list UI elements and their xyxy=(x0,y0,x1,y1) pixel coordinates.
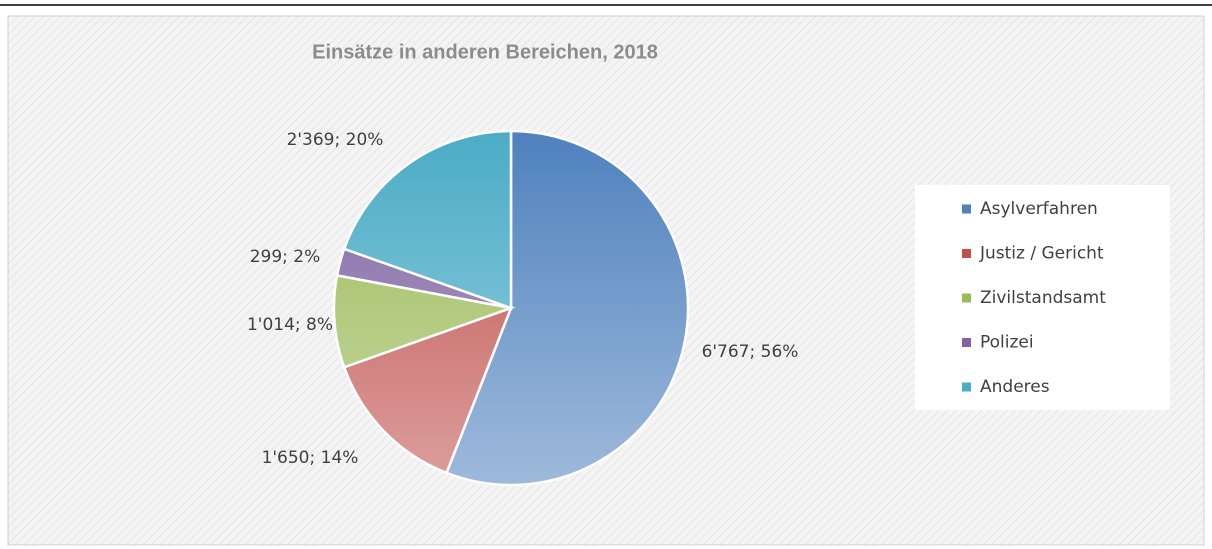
legend-marker xyxy=(962,249,971,258)
data-label: 1'650; 14% xyxy=(262,448,359,468)
legend-label: Asylverfahren xyxy=(980,199,1098,219)
pie-slice xyxy=(342,129,513,310)
data-label: 6'767; 56% xyxy=(702,342,799,362)
legend-marker xyxy=(962,204,971,214)
legend-label: Zivilstandsamt xyxy=(980,288,1106,308)
legend-label: Anderes xyxy=(980,377,1050,397)
pie-slice xyxy=(332,273,516,369)
data-label: 1'014; 8% xyxy=(247,315,333,335)
legend-marker xyxy=(962,293,971,303)
legend-label: Justiz / Gericht xyxy=(979,244,1104,264)
pie-slice xyxy=(342,305,514,475)
chart-title: Einsätze in anderen Bereichen, 2018 xyxy=(312,41,658,63)
data-label: 299; 2% xyxy=(250,247,321,267)
legend-label: Polizei xyxy=(980,333,1034,353)
legend-box xyxy=(915,185,1170,410)
legend-marker xyxy=(962,338,971,347)
legend-marker xyxy=(962,382,971,392)
data-label: 2'369; 20% xyxy=(287,130,384,150)
pie-slice xyxy=(444,129,690,487)
